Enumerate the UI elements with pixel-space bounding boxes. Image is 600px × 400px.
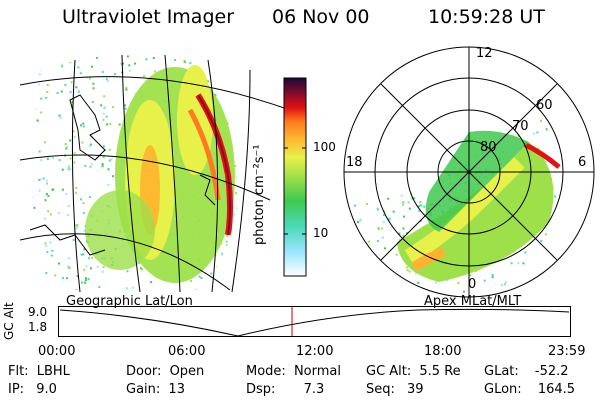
ip-value: 9.0 [36,382,57,397]
seq-value: 39 [407,382,424,397]
altitude-xtick-2: 12:00 [296,344,334,359]
colorbar [283,77,307,277]
polar-plot [343,46,595,298]
ip-label: IP: [8,382,25,397]
altitude-curve [59,308,570,337]
flt-value: LBHL [36,364,70,379]
mlt-label-18: 18 [346,155,363,170]
colorbar-tick-10: 10 [313,226,329,240]
gcalt-label: GC Alt: [366,364,412,379]
dsp-value: 7.3 [303,382,325,397]
info-flt: Flt: LBHL [8,364,70,379]
info-ip: IP: 9.0 [8,382,57,397]
info-door: Door: Open [126,364,204,379]
geographic-grid [19,54,291,293]
polar-arc-red [522,141,561,169]
auroral-arc-core [197,94,231,236]
polar-grid [343,46,595,298]
polar-hot-spot [411,247,446,272]
glon-value: 164.5 [537,382,576,397]
geographic-caption: Geographic Lat/Lon [66,294,193,309]
info-seq: Seq: 39 [366,382,424,397]
mlt-label-6: 6 [578,155,587,170]
info-gcalt: GC Alt: 5.5 Re [366,364,461,379]
mlat-label-70: 70 [512,119,529,134]
altitude-ylabel: GC Alt [2,302,16,340]
dsp-label: Dsp: [246,382,276,397]
gain-value: 13 [168,382,185,397]
flt-label: Flt: [8,364,29,379]
band-green-lower [85,190,155,270]
altitude-ytick-high: 9.0 [28,305,48,319]
glat-label: GLat: [484,364,519,379]
altitude-xtick-1: 06:00 [168,344,206,359]
info-mode: Mode: Normal [246,364,341,379]
colorbar-label: photon cm⁻²s⁻¹ [252,144,267,245]
polar-oval-bright [404,156,525,264]
info-glat: GLat: -52.2 [484,364,569,379]
mlt-label-12: 12 [476,46,493,61]
instrument-title: Ultraviolet Imager [62,6,235,28]
altitude-plot [58,306,571,337]
info-glon: GLon: 164.5 [484,382,575,397]
altitude-xtick-3: 18:00 [424,344,462,359]
mode-label: Mode: [246,364,286,379]
mode-value: Normal [293,364,341,379]
mlat-label-80: 80 [480,140,497,155]
seq-label: Seq: [366,382,395,397]
colorbar-tick-100: 100 [313,140,336,154]
glon-label: GLon: [484,382,522,397]
mlt-label-0: 0 [468,277,477,292]
info-gain: Gain: 13 [126,382,185,397]
info-dsp: Dsp: 7.3 [246,382,324,397]
glat-value: -52.2 [534,364,569,379]
time-label: 10:59:28 UT [428,6,545,28]
auroral-arc-orange [187,108,221,201]
gain-label: Gain: [126,382,161,397]
polar-oval-inner [425,130,529,232]
date-label: 06 Nov 00 [272,6,370,28]
altitude-xtick-4: 23:59 [548,344,586,359]
altitude-ytick-low: 1.8 [28,320,48,334]
gcalt-value: 5.5 Re [419,364,461,379]
door-value: Open [169,364,205,379]
apex-caption: Apex MLat/MLT [424,294,522,309]
mlat-label-60: 60 [536,98,553,113]
door-label: Door: [126,364,162,379]
coastline [29,94,216,256]
altitude-xtick-0: 00:00 [38,344,76,359]
